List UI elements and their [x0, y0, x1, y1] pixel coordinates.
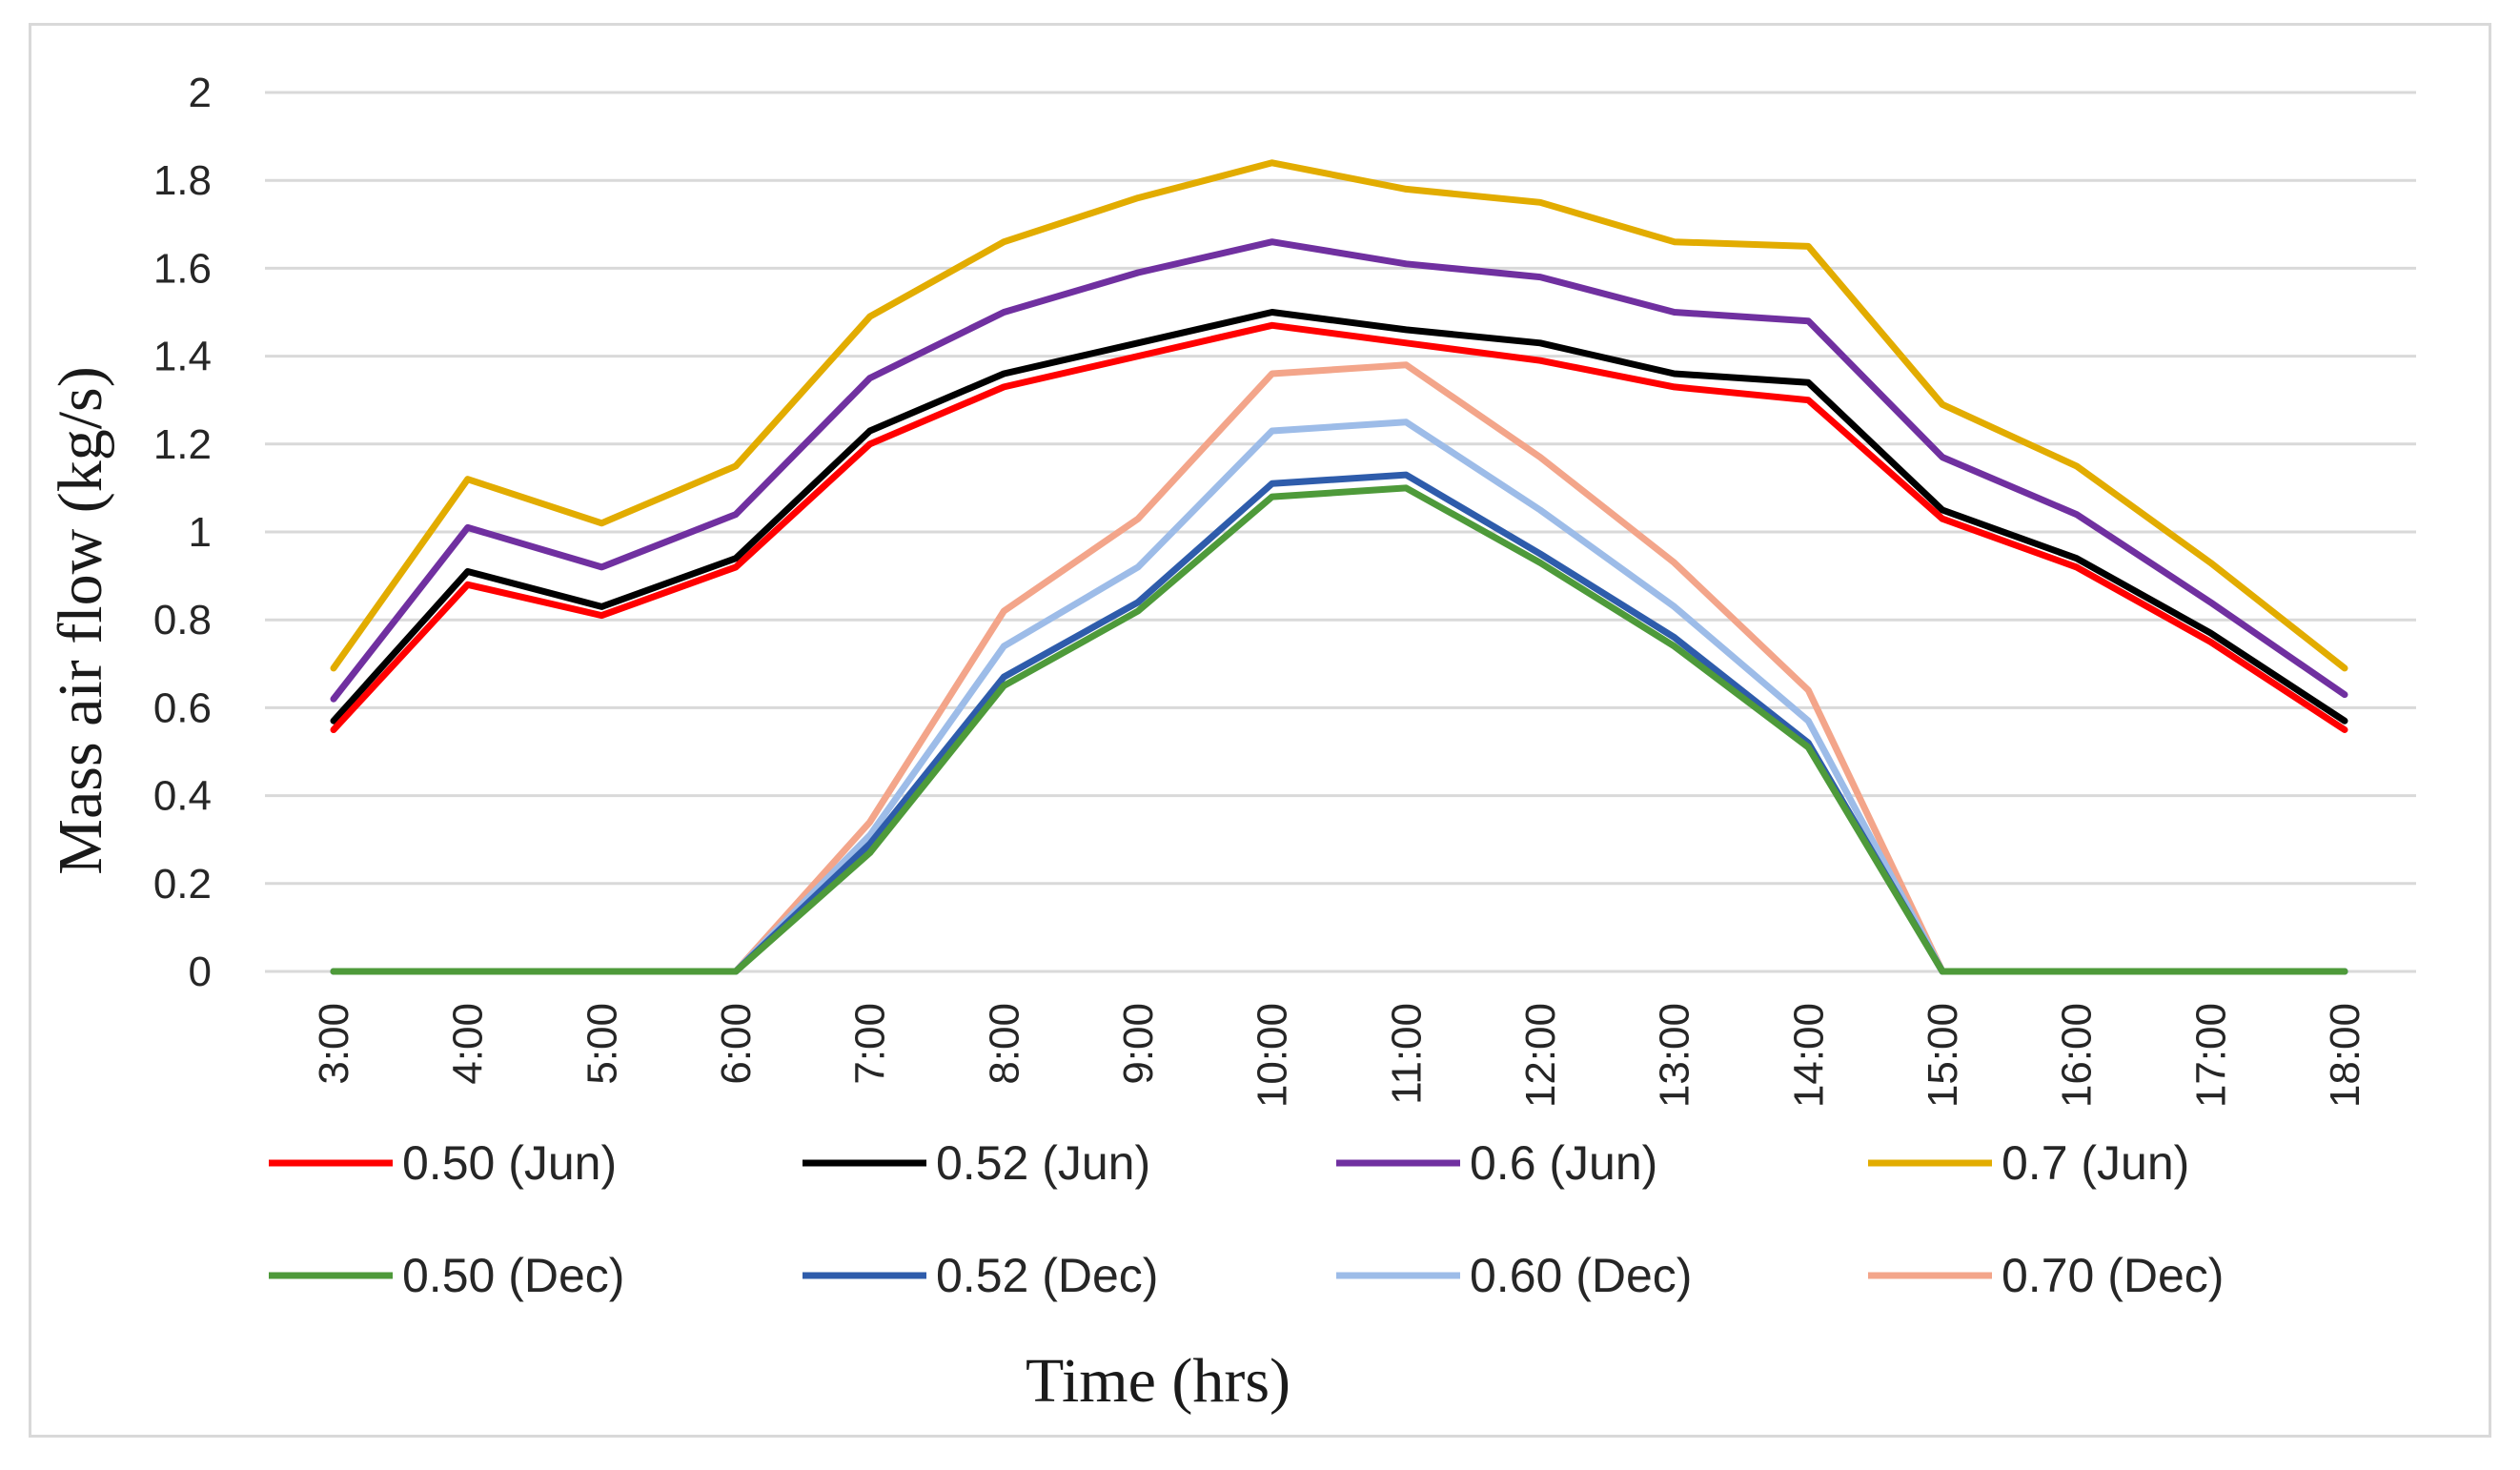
- legend-item: 0.50 (Dec): [269, 1249, 624, 1302]
- legend-label: 0.7 (Jun): [2002, 1136, 2189, 1190]
- y-tick-label: 1.6: [153, 245, 212, 292]
- y-tick-label: 2: [189, 70, 212, 116]
- x-axis-title: Time (hrs): [1026, 1346, 1290, 1416]
- x-tick-label: 15:00: [1920, 1003, 1966, 1108]
- y-tick-label: 0.2: [153, 861, 212, 908]
- series-line-0-60-dec: [330, 419, 2348, 975]
- y-tick-label: 0.6: [153, 684, 212, 731]
- chart-frame: [29, 23, 2491, 1438]
- legend-item: 0.60 (Dec): [1336, 1249, 1692, 1302]
- x-tick-label: 8:00: [981, 1003, 1027, 1085]
- y-tick-label: 1.2: [153, 421, 212, 468]
- y-tick-label: 0.4: [153, 773, 212, 820]
- x-tick-label: 17:00: [2187, 1003, 2234, 1108]
- y-tick-label: 0.8: [153, 597, 212, 643]
- x-tick-label: 5:00: [579, 1003, 625, 1085]
- legend-item: 0.6 (Jun): [1336, 1136, 1657, 1190]
- x-tick-label: 18:00: [2322, 1003, 2368, 1108]
- y-tick-label: 0: [189, 949, 212, 995]
- x-tick-label: 10:00: [1250, 1003, 1296, 1108]
- legend-item: 0.7 (Jun): [1868, 1136, 2189, 1190]
- x-axis-ticks: 3:00 4:00 5:00 6:00 7:00 8:00 9:00 10:00 11:00 12…: [311, 1003, 2368, 1108]
- y-axis-ticks: 0 0.2 0.4 0.6 0.8 1 1.2 1.4 1.6 1.8 2: [153, 70, 212, 995]
- legend-label: 0.52 (Jun): [936, 1136, 1150, 1190]
- x-tick-label: 9:00: [1115, 1003, 1162, 1085]
- y-tick-label: 1: [189, 509, 212, 556]
- legend-label: 0.52 (Dec): [936, 1249, 1158, 1302]
- series-line-0-6-jun: [330, 238, 2348, 703]
- y-tick-label: 1.4: [153, 334, 212, 380]
- series-line-0-50-jun: [330, 321, 2348, 733]
- y-axis-title: Mass air flow (kg/s): [46, 366, 115, 874]
- legend-label: 0.50 (Dec): [402, 1249, 624, 1302]
- gridlines: [265, 91, 2416, 973]
- series-line-0-52-jun: [330, 309, 2348, 725]
- x-tick-label: 14:00: [1785, 1003, 1832, 1108]
- legend-label: 0.60 (Dec): [1470, 1249, 1692, 1302]
- x-tick-label: 6:00: [713, 1003, 760, 1085]
- x-tick-label: 16:00: [2054, 1003, 2101, 1108]
- legend-item: 0.52 (Dec): [803, 1249, 1158, 1302]
- legend-item: 0.50 (Jun): [269, 1136, 617, 1190]
- legend-label: 0.70 (Dec): [2002, 1249, 2224, 1302]
- legend-item: 0.52 (Jun): [803, 1136, 1150, 1190]
- legend-label: 0.50 (Jun): [402, 1136, 617, 1190]
- x-tick-label: 11:00: [1383, 1003, 1430, 1105]
- legend-item: 0.70 (Dec): [1868, 1249, 2224, 1302]
- y-tick-label: 1.8: [153, 157, 212, 204]
- x-tick-label: 3:00: [311, 1003, 357, 1085]
- x-tick-label: 12:00: [1517, 1003, 1564, 1108]
- series-line-0-50-dec: [330, 484, 2348, 975]
- legend: 0.50 (Jun) 0.52 (Jun) 0.6 (Jun) 0.7 (Jun) 0.…: [269, 1136, 2224, 1302]
- x-tick-label: 4:00: [445, 1003, 492, 1085]
- series-line-0-7-jun: [330, 159, 2348, 672]
- x-tick-label: 13:00: [1652, 1003, 1698, 1108]
- legend-label: 0.6 (Jun): [1470, 1136, 1657, 1190]
- series-line-0-70-dec: [330, 361, 2348, 975]
- series-lines: [330, 159, 2348, 975]
- x-tick-label: 7:00: [847, 1003, 894, 1085]
